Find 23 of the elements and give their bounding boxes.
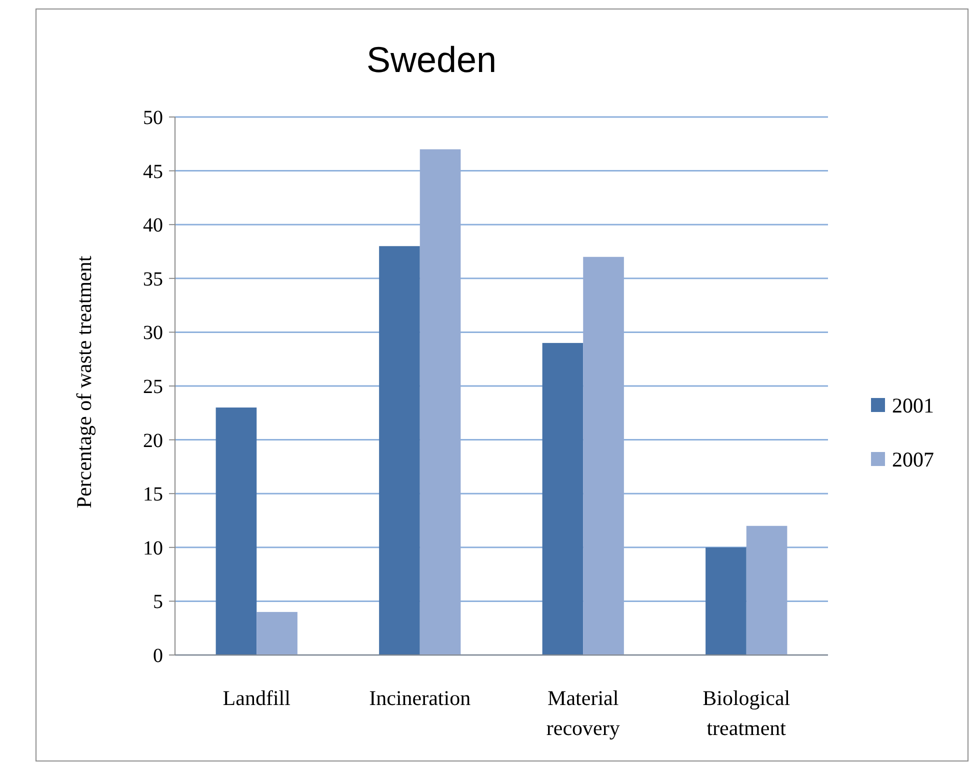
y-tick-label: 0 bbox=[153, 645, 163, 667]
y-tick-label: 30 bbox=[143, 322, 163, 344]
bar bbox=[216, 408, 257, 655]
chart-title: Sweden bbox=[366, 39, 497, 80]
y-tick-label: 20 bbox=[143, 430, 163, 452]
x-tick-label: Incineration bbox=[369, 686, 472, 710]
bar bbox=[379, 246, 420, 655]
y-tick-label: 50 bbox=[143, 107, 163, 129]
y-tick-label: 15 bbox=[143, 484, 163, 506]
y-tick-label: 5 bbox=[153, 591, 163, 614]
y-tick-label: 10 bbox=[143, 537, 163, 560]
x-tick-label: Material recovery bbox=[546, 686, 620, 740]
legend-label: 2007 bbox=[892, 447, 934, 472]
x-tick-label: Landfill bbox=[222, 686, 291, 710]
y-axis-title: Percentage of waste treatment bbox=[72, 256, 96, 508]
x-tick-label: Biological treatment bbox=[702, 686, 790, 740]
legend-label: 2001 bbox=[892, 393, 934, 418]
y-tick-label: 45 bbox=[143, 160, 163, 183]
bar bbox=[542, 342, 584, 655]
bar bbox=[706, 547, 746, 655]
y-tick-label: 35 bbox=[143, 268, 163, 290]
y-tick-label: 40 bbox=[143, 214, 163, 237]
y-tick-label: 25 bbox=[143, 376, 163, 398]
